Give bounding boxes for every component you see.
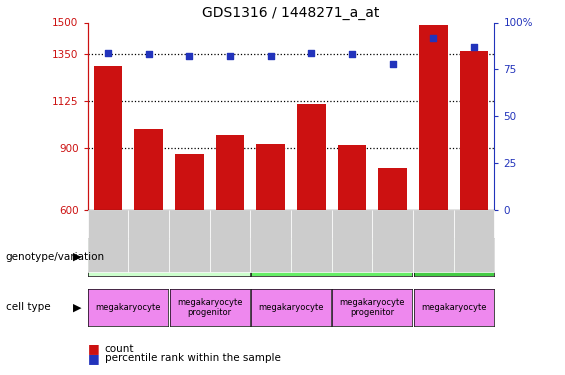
- Point: [225, 53, 234, 59]
- Bar: [460, 51, 488, 210]
- Text: ■: ■: [88, 352, 99, 364]
- Text: GATA-1deltaN mutant: GATA-1deltaN mutant: [283, 252, 380, 261]
- Point: [266, 53, 275, 59]
- Bar: [297, 104, 325, 210]
- Text: megakaryocyte
progenitor: megakaryocyte progenitor: [340, 298, 405, 317]
- Text: megakaryocyte
progenitor: megakaryocyte progenitor: [177, 298, 242, 317]
- Point: [388, 61, 397, 67]
- Text: megakaryocyte: megakaryocyte: [421, 303, 486, 312]
- Text: genotype/variation: genotype/variation: [6, 252, 105, 262]
- Bar: [175, 154, 203, 210]
- Bar: [419, 25, 447, 210]
- Point: [429, 34, 438, 40]
- Bar: [257, 144, 285, 210]
- Text: megakaryocyte: megakaryocyte: [95, 303, 161, 312]
- Point: [470, 44, 479, 50]
- Bar: [216, 135, 244, 210]
- Text: ▶: ▶: [73, 252, 82, 262]
- Text: percentile rank within the sample: percentile rank within the sample: [105, 353, 280, 363]
- Text: ■: ■: [88, 342, 99, 355]
- Point: [307, 50, 316, 55]
- Point: [185, 53, 194, 59]
- Point: [347, 51, 357, 57]
- Point: [144, 51, 153, 57]
- Text: GATA-1deltaNeod
eltaHS mutant: GATA-1deltaNeod eltaHS mutant: [414, 247, 493, 267]
- Bar: [379, 168, 407, 210]
- Text: count: count: [105, 344, 134, 354]
- Text: megakaryocyte: megakaryocyte: [258, 303, 324, 312]
- Bar: [338, 146, 366, 210]
- Bar: [94, 66, 122, 210]
- Title: GDS1316 / 1448271_a_at: GDS1316 / 1448271_a_at: [202, 6, 380, 20]
- Text: wild type: wild type: [148, 252, 190, 261]
- Text: ▶: ▶: [73, 303, 82, 312]
- Text: cell type: cell type: [6, 303, 50, 312]
- Bar: [134, 129, 163, 210]
- Point: [103, 50, 112, 55]
